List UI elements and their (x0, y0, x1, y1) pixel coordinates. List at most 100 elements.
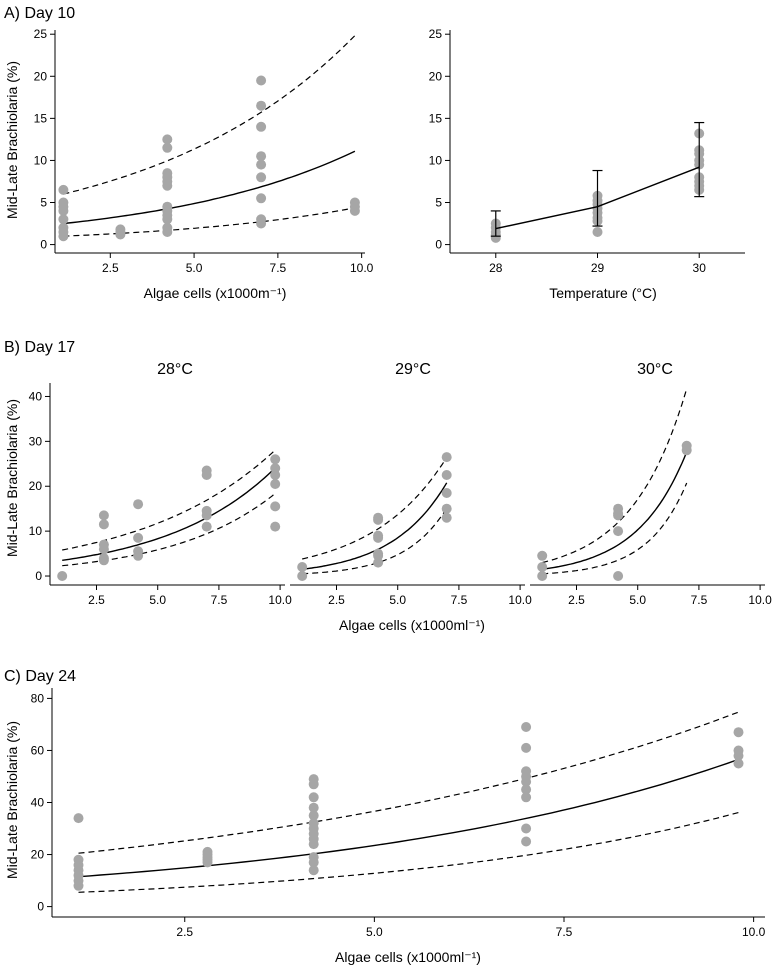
data-point (613, 571, 624, 581)
data-point (521, 776, 532, 787)
y-tick-label: 30 (29, 434, 43, 448)
data-point (537, 571, 548, 581)
data-point (162, 180, 173, 191)
y-tick-label: 20 (34, 69, 48, 83)
y-tick-label: 5 (40, 196, 47, 210)
panel-label-c: C) Day 24 (4, 668, 76, 685)
data-point (256, 218, 267, 229)
data-point (308, 857, 319, 868)
panel-c-day24: C) Day 24 2.5 5.0 7.5 10.0 0 20 40 60 80 Algae ce… (4, 668, 766, 965)
y-tick-label: 0 (35, 569, 42, 583)
x-tick-label: 2.5 (568, 593, 585, 607)
data-point (73, 813, 84, 824)
y-tick-label: 20 (429, 69, 443, 83)
y-axis-title: Mid-Late Brachiolaria (%) (4, 61, 20, 219)
data-point (256, 193, 267, 204)
data-point (162, 142, 173, 153)
data-point (373, 557, 384, 568)
data-point (308, 839, 319, 850)
x-tick-label: 5.0 (389, 593, 406, 607)
data-point (733, 758, 744, 769)
x-tick-label: 7.5 (451, 593, 468, 607)
y-tick-label: 20 (29, 479, 43, 493)
x-tick-label: 10.0 (748, 593, 772, 607)
x-tick-label: 10.0 (350, 261, 374, 275)
facet-label: 29°C (395, 361, 431, 378)
x-tick-label: 28 (489, 261, 503, 275)
data-point (441, 512, 452, 523)
data-point (521, 722, 532, 732)
y-tick-label: 15 (34, 111, 48, 125)
x-tick-label: 10.0 (268, 593, 292, 607)
ci-upper-line (63, 35, 356, 195)
data-point (592, 227, 603, 237)
y-tick-label: 0 (37, 900, 44, 914)
data-point (58, 231, 69, 242)
y-tick-label: 25 (34, 27, 48, 41)
x-tick-label: 10.0 (508, 593, 532, 607)
x-tick-label: 5.0 (366, 925, 383, 939)
facet-label: 28°C (157, 361, 193, 378)
data-point (98, 510, 109, 521)
data-point (613, 510, 624, 521)
data-point (349, 205, 360, 216)
data-point (201, 470, 212, 480)
panel-b-day17-29c: 2.5 5.0 7.5 10.0 Algae cells (x1000ml⁻¹) 29°C (290, 361, 532, 633)
y-axis-title: Mid-Late Brachiolaria (%) (4, 721, 20, 879)
data-point (256, 121, 267, 132)
x-axis-title: Temperature (°C) (549, 285, 657, 301)
data-point (256, 75, 267, 86)
panel-label-a: A) Day 10 (4, 5, 75, 22)
data-point (270, 501, 281, 512)
y-tick-label: 20 (31, 848, 45, 862)
x-axis-title: Algae cells (x1000m⁻¹) (144, 285, 287, 301)
y-tick-label: 10 (429, 153, 443, 167)
x-tick-label: 2.5 (176, 925, 193, 939)
y-tick-label: 0 (40, 238, 47, 252)
x-tick-label: 7.5 (691, 593, 708, 607)
y-tick-label: 5 (435, 196, 442, 210)
y-tick-label: 80 (31, 691, 45, 705)
data-point (256, 172, 267, 183)
data-point (297, 562, 308, 572)
data-point (521, 792, 532, 803)
data-point (256, 100, 267, 111)
y-tick-label: 40 (29, 389, 43, 403)
data-point (133, 550, 144, 561)
data-point (162, 227, 173, 237)
data-point (270, 479, 281, 489)
data-point (98, 519, 109, 530)
x-axis-title: Algae cells (x1000ml⁻¹) (339, 617, 485, 633)
ci-lower-line (542, 482, 688, 575)
data-point (270, 470, 281, 480)
ci-upper-line (542, 388, 688, 564)
data-point (373, 532, 384, 543)
facet-label: 30°C (637, 361, 673, 378)
y-tick-label: 40 (31, 796, 45, 810)
ci-upper-line (302, 457, 448, 560)
data-point (256, 159, 267, 170)
fitted-line (78, 758, 739, 878)
data-point (133, 499, 144, 510)
data-point (613, 526, 624, 537)
data-point (308, 865, 319, 876)
ci-upper-line (62, 449, 276, 551)
panel-label-b: B) Day 17 (4, 339, 75, 356)
data-point (490, 232, 501, 243)
data-point (162, 134, 173, 145)
data-point (441, 488, 452, 498)
x-tick-label: 7.5 (211, 593, 228, 607)
data-point (733, 727, 744, 738)
x-tick-label: 29 (591, 261, 605, 275)
fitted-line (542, 451, 688, 570)
data-point (58, 214, 69, 225)
panel-b-day17-30c: 2.5 5.0 7.5 10.0 30°C (530, 361, 772, 607)
x-tick-label: 2.5 (102, 261, 119, 275)
y-tick-label: 60 (31, 743, 45, 757)
data-point (58, 205, 69, 216)
fitted-line (63, 150, 356, 225)
data-point (521, 784, 532, 795)
x-tick-label: 7.5 (270, 261, 287, 275)
data-point (297, 571, 308, 581)
